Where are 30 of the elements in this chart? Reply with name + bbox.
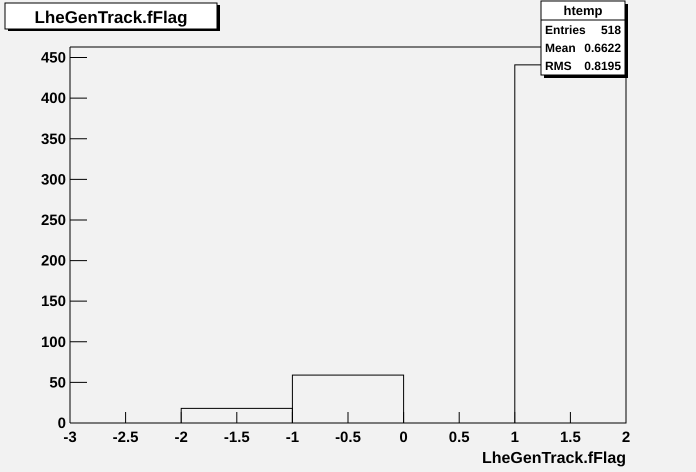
annotation: Mean — [545, 41, 576, 55]
text: 518 — [600, 23, 622, 37]
x-tick-label: -1 — [286, 429, 300, 446]
x-tick-label: -1.5 — [224, 429, 250, 446]
x-tick-label: 0.5 — [448, 429, 470, 446]
y-tick-label: 400 — [40, 90, 66, 108]
annotation: RMS — [545, 59, 572, 73]
y-tick-label: 250 — [40, 212, 66, 229]
y-tick-label: 200 — [40, 252, 66, 270]
x-tick-label: -2.5 — [112, 429, 139, 446]
y-tick-label: 0 — [58, 415, 66, 432]
y-tick-label: 50 — [49, 374, 66, 392]
y-tick-label: 150 — [40, 293, 66, 310]
x-tick-label: 1 — [510, 429, 519, 446]
x-tick-label: -0.5 — [335, 429, 361, 446]
y-tick-label: 100 — [40, 334, 66, 351]
x-tick-label: -2 — [174, 429, 188, 446]
y-tick-label: 350 — [40, 130, 66, 148]
text: Entries — [545, 23, 586, 37]
x-axis-title: LheGenTrack.fFlag — [482, 450, 626, 467]
x-tick-label: 0 — [399, 429, 408, 446]
text: htemp — [564, 3, 603, 18]
x-tick-label: -3 — [63, 429, 77, 446]
x-tick-label: 2 — [622, 429, 630, 446]
chart-title: LheGenTrack.fFlag — [34, 8, 188, 27]
annotation: 0.6622 — [584, 41, 622, 55]
annotation: 0.8195 — [584, 59, 622, 73]
y-tick-label: 300 — [40, 171, 66, 188]
y-tick-label: 450 — [40, 50, 66, 67]
x-tick-label: 1.5 — [560, 429, 581, 446]
